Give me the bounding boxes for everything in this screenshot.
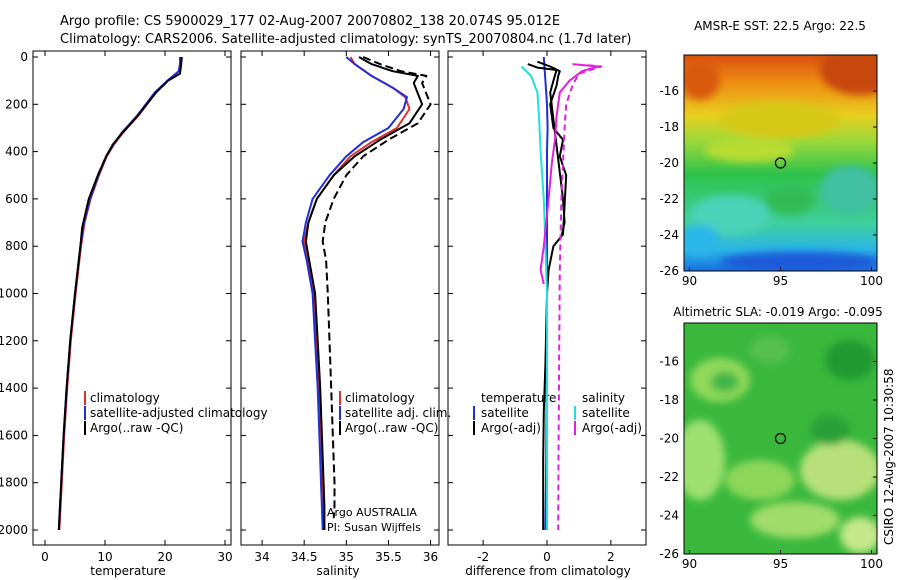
panel-3-marks: -2 0 2 — [448, 51, 646, 564]
csiro-timestamp-label: CSIRO 12-Aug-2007 10:30:58 — [882, 369, 896, 545]
x-tick-label: 20 — [157, 550, 172, 564]
series-argo-raw-qc-line — [321, 56, 432, 519]
x-tick-label: 0 — [41, 550, 49, 564]
x-tick-label: 10 — [97, 550, 112, 564]
y-tick-label: -26 — [659, 264, 679, 278]
argo-credit-line2: PI: Susan Wijffels — [327, 521, 421, 534]
y-tick-label: -22 — [659, 470, 679, 484]
legend-label-argo: Argo(..raw -QC) — [345, 421, 438, 435]
legend-label-satellite-adj: satellite adj. clim. — [345, 406, 451, 420]
y-tick-label: -26 — [659, 547, 679, 561]
series-temperature-argo-adj-line — [527, 63, 566, 237]
legend-label-climatology: climatology — [90, 391, 160, 405]
temperature-legend: climatology satellite-adjusted climatolo… — [84, 391, 268, 435]
x-tick-label: 2 — [607, 550, 615, 564]
x-tick-label: 36 — [423, 550, 438, 564]
series-salinity-argo-adj-line — [557, 64, 603, 531]
series-argo-raw-qc-line — [57, 56, 183, 531]
y-tick-label: -24 — [659, 509, 679, 523]
x-tick-label: -2 — [477, 550, 489, 564]
x-tick-label: 35.5 — [375, 550, 402, 564]
legend-label-temp-argo: Argo(-adj) — [481, 421, 541, 435]
y-tick-label: -16 — [659, 355, 679, 369]
x-tick-label: 35 — [339, 550, 354, 564]
y-tick-label: -16 — [659, 84, 679, 98]
salinity-xlabel: salinity — [316, 564, 359, 578]
x-tick-label: 100 — [860, 557, 883, 571]
y-tick-label: -18 — [659, 393, 679, 407]
legend-title-salinity: salinity — [582, 391, 625, 405]
sst-map-image — [684, 55, 877, 271]
y-tick-label: 400 — [5, 145, 28, 159]
y-tick-label: -18 — [659, 120, 679, 134]
sla-float-marker — [774, 432, 787, 445]
salinity-legend: climatology satellite adj. clim. Argo(..… — [339, 391, 451, 435]
sst-float-marker — [774, 157, 787, 169]
y-tick-label: -24 — [659, 228, 679, 242]
map-1-axes: 90 95 100 -16 -18 -20 -22 -24 -26 — [659, 84, 883, 288]
x-tick-label: 90 — [682, 274, 697, 288]
panel-1-marks: 0 10 20 30 0 200 400 600 800 1000 1200 1400 1600 1800… — [0, 50, 233, 564]
difference-xlabel: difference from climatology — [465, 564, 631, 578]
difference-legend: temperature satellite Argo(-adj) salinit… — [473, 391, 642, 435]
y-tick-label: -22 — [659, 192, 679, 206]
y-tick-label: -20 — [659, 432, 679, 446]
series-satellite-adjusted-climatology-line — [57, 57, 181, 531]
legend-title-temperature: temperature — [481, 391, 556, 405]
x-tick-label: 34.5 — [291, 550, 318, 564]
panel-2-marks: 34 34.5 35 35.5 36 — [241, 51, 439, 564]
y-tick-label: 0 — [20, 50, 28, 64]
legend-label-temp-satellite: satellite — [481, 406, 529, 420]
temperature-panel-frame — [32, 50, 232, 546]
series-salinity-satellite-line — [520, 65, 548, 530]
sst-map-title: AMSR-E SST: 22.5 Argo: 22.5 — [694, 19, 866, 33]
y-tick-label: 200 — [5, 97, 28, 111]
x-tick-label: 0 — [543, 550, 551, 564]
figure-title-line2: Climatology: CARS2006. Satellite-adjuste… — [60, 32, 632, 47]
x-tick-label: 100 — [860, 274, 883, 288]
legend-label-sal-argo: Argo(-adj) — [582, 421, 642, 435]
x-tick-label: 95 — [773, 557, 788, 571]
legend-label-argo: Argo(..raw -QC) — [90, 421, 183, 435]
legend-label-sal-satellite: satellite — [582, 406, 630, 420]
series-argo-raw-qc-line — [304, 56, 424, 530]
sla-map-image — [684, 323, 877, 554]
y-tick-label: 1600 — [0, 428, 28, 442]
map-2-axes: 90 95 100 -16 -18 -20 -22 -24 -26 — [659, 355, 883, 572]
salinity-panel-frame — [240, 50, 440, 546]
y-tick-label: 800 — [5, 239, 28, 253]
y-tick-label: 2000 — [0, 523, 28, 537]
temperature-xlabel: temperature — [90, 564, 165, 578]
x-tick-label: 90 — [682, 557, 697, 571]
y-tick-label: 1400 — [0, 381, 28, 395]
x-tick-label: 95 — [773, 274, 788, 288]
y-tick-label: 600 — [5, 192, 28, 206]
x-tick-label: 34 — [254, 550, 269, 564]
legend-label-satellite-adjusted: satellite-adjusted climatology — [90, 406, 268, 420]
series-temperature-argo-adj-line — [537, 60, 568, 530]
series-satellite-adj-clim-line — [301, 56, 408, 531]
series-climatology-line — [58, 57, 181, 531]
y-tick-label: 1000 — [0, 287, 28, 301]
figure-title-line1: Argo profile: CS 5900029_177 02-Aug-2007… — [60, 14, 560, 29]
y-tick-label: 1200 — [0, 334, 28, 348]
series-salinity-argo-adj-line — [539, 63, 600, 285]
sla-map-title: Altimetric SLA: -0.019 Argo: -0.095 — [673, 305, 882, 319]
y-tick-label: -20 — [659, 156, 679, 170]
legend-label-climatology: climatology — [345, 391, 415, 405]
x-tick-label: 30 — [217, 550, 232, 564]
argo-credit-line1: Argo AUSTRALIA — [327, 506, 417, 519]
y-tick-label: 1800 — [0, 476, 28, 490]
